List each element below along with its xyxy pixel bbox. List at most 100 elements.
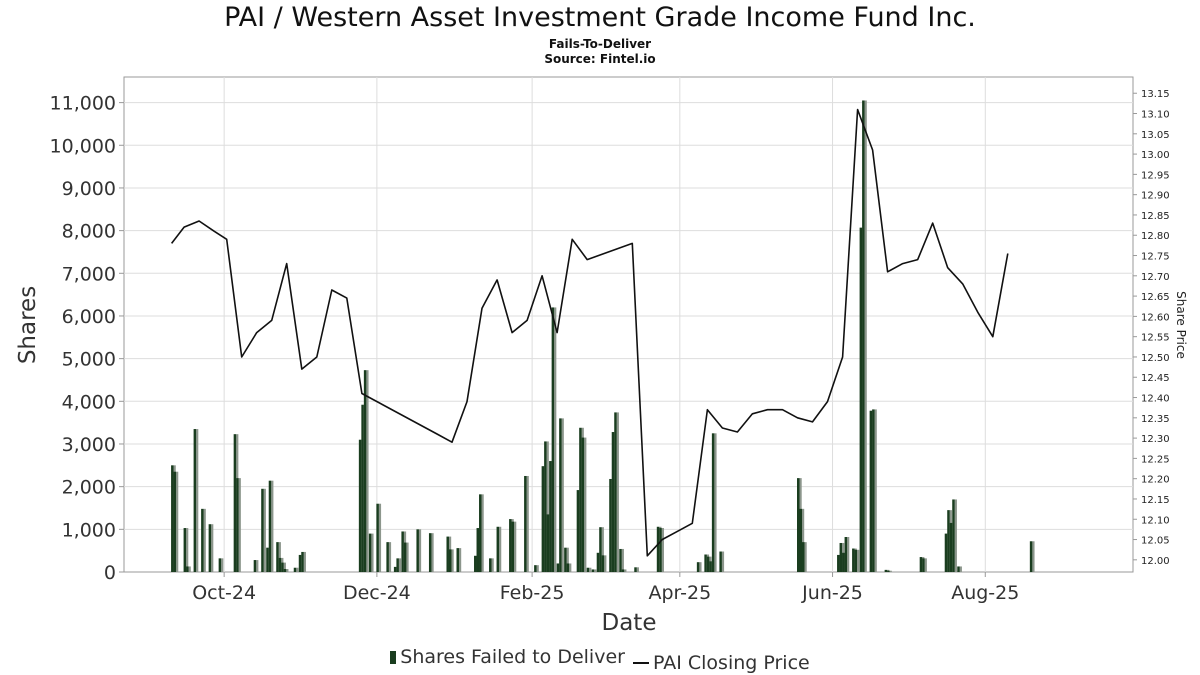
fails-bar [609,478,612,572]
fails-bar [201,508,204,572]
fails-bar [619,548,622,572]
y2-tick-label: 13.05 [1141,130,1170,141]
fails-bar [947,510,950,572]
fails-bar-shadow [188,566,191,572]
plot-frame [123,76,1134,573]
fails-bar [171,465,174,572]
fails-bar [952,499,955,572]
fails-bar [621,569,625,572]
fails-bar-shadow [371,533,374,572]
y-tick-label: 1,000 [62,519,116,541]
fails-bar [709,561,712,572]
legend-bar-swatch [390,650,397,664]
y-tick-label: 2,000 [62,477,116,499]
fails-bar-shadow [561,418,564,572]
fails-bar [949,522,953,572]
fails-bar [476,528,480,572]
fails-bar-shadow [221,558,224,572]
fails-bar-shadow [256,560,259,572]
fails-bar [416,529,419,572]
fails-bar [659,528,662,572]
fails-bar [261,488,264,572]
fails-bar [253,560,257,572]
fails-bar-shadow [536,565,539,572]
fails-bar-shadow [481,494,484,572]
fails-bar [581,437,585,572]
fails-bar-shadow [804,542,807,572]
fails-bar [599,527,602,572]
y2-tick-label: 13.15 [1141,89,1170,100]
fails-bar [559,418,562,572]
y2-tick-label: 12.30 [1141,434,1170,445]
fails-bar-shadow [431,533,434,572]
fails-bar [852,548,855,572]
fails-bar [837,554,840,572]
fails-bar [456,548,459,572]
fails-bar [596,552,600,572]
fails-bar-shadow [203,508,206,572]
fails-bar-shadow [388,542,392,572]
fails-bar-shadow [569,563,572,572]
legend-label-bars: Shares Failed to Deliver [400,646,625,668]
fails-bar [361,404,364,572]
legend-line-swatch [633,661,649,664]
legend: Shares Failed to Deliver PAI Closing Pri… [0,646,1200,674]
fails-bar-shadow [238,478,241,572]
fails-bar [281,562,284,572]
fails-bar-shadow [176,471,179,572]
fails-bar [869,410,873,572]
fails-bar-shadow [406,542,409,572]
fails-bar [842,552,845,572]
y2-axis-title: Share Price [1174,291,1188,359]
fails-bar-shadow [924,558,927,572]
fails-bar [298,554,302,572]
fails-bar [283,569,287,572]
fails-bar-shadow [451,549,454,572]
fails-bar-shadow [303,551,306,572]
fails-bar-shadow [278,542,281,572]
fails-bar [278,557,282,572]
x-tick-label: Feb-25 [500,582,565,604]
y-tick-label: 11,000 [50,93,116,115]
fails-bar [386,542,389,572]
y2-tick-label: 12.90 [1141,191,1170,202]
fails-bar [566,563,570,572]
y-tick-label: 6,000 [62,306,116,328]
y2-tick-label: 12.85 [1141,211,1170,222]
fails-bar-shadow [378,503,382,572]
fails-bar [601,555,605,572]
fails-bar [534,565,537,572]
fails-bar [872,409,875,572]
fails-bar [611,432,615,572]
fails-bar [586,567,590,572]
fails-bar [546,514,550,572]
fails-bar-shadow [186,528,189,572]
y2-tick-label: 12.15 [1141,495,1170,506]
fails-bar-shadow [458,548,462,572]
chart-title: PAI / Western Asset Investment Grade Inc… [224,2,976,33]
y2-tick-label: 12.25 [1141,454,1170,465]
fails-bar [541,466,545,572]
fails-bar-shadow [802,508,805,572]
fails-bar [393,566,397,572]
fails-bar [844,537,848,572]
fails-bar-shadow [296,567,299,572]
fails-bar-shadow [624,569,627,572]
y2-tick-label: 12.05 [1141,536,1170,547]
fails-bar [696,562,700,572]
fails-bar [496,526,500,572]
y-tick-label: 0 [104,562,116,584]
fails-bar [396,558,399,572]
x-tick-label: Apr-25 [648,582,711,604]
y-tick-label: 4,000 [62,391,116,413]
fails-bar-shadow [959,566,962,572]
fails-bar [854,549,858,572]
fails-bar-shadow [566,547,569,572]
fails-bar-shadow [589,567,592,572]
fails-bar [236,478,239,572]
fails-bar [376,503,379,572]
legend-item-bars: Shares Failed to Deliver [390,646,625,668]
fails-bar [293,567,297,572]
fails-bar-shadow [196,429,199,572]
